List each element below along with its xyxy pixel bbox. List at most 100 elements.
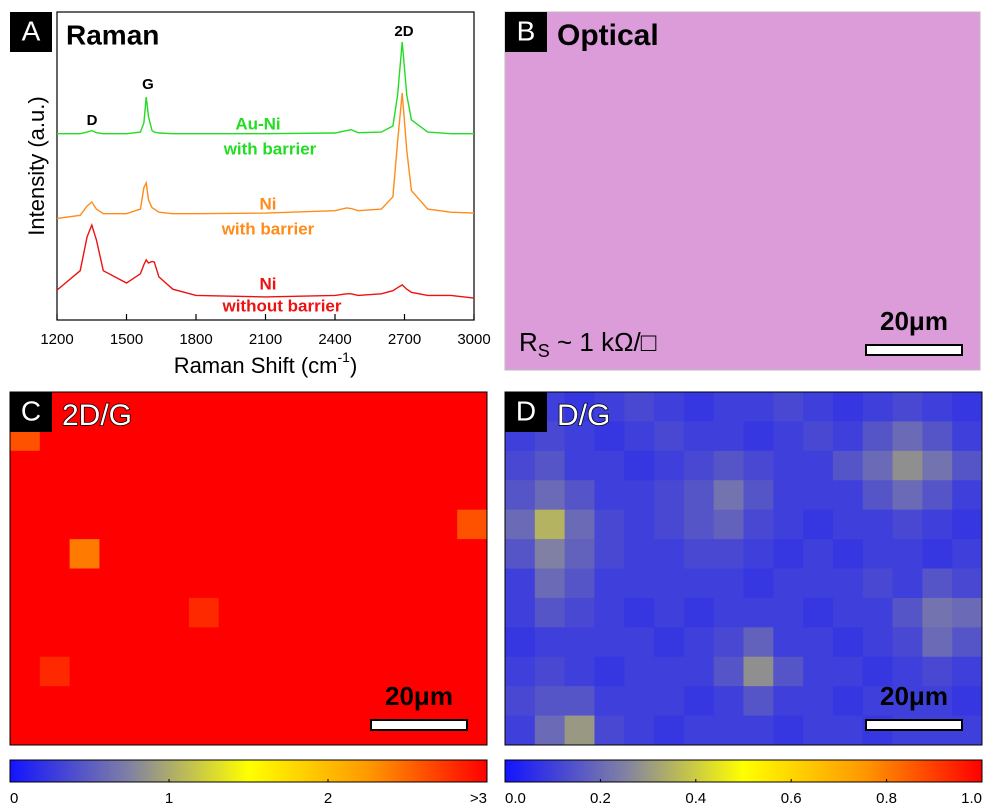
heatmap-cell (457, 451, 487, 481)
heatmap-cell (893, 451, 923, 481)
heatmap-cell (863, 627, 893, 657)
heatmap-cell (684, 392, 714, 422)
heatmap-cell (427, 392, 457, 422)
heatmap-cell (833, 421, 863, 451)
heatmap-cell (457, 627, 487, 657)
heatmap-cell (338, 569, 368, 599)
heatmap-cell (278, 627, 308, 657)
heatmap-cell (803, 539, 833, 569)
heatmap-cell (249, 510, 279, 540)
heatmap-cell (457, 421, 487, 451)
heatmap-cell (189, 510, 219, 540)
heatmap-cell (457, 392, 487, 422)
heatmap-cell (594, 598, 624, 628)
heatmap-cell (773, 657, 803, 687)
heatmap-cell (427, 451, 457, 481)
heatmap-cell (594, 451, 624, 481)
heatmap-cell (803, 421, 833, 451)
heatmap-cell (803, 716, 833, 746)
colorbar-tick-label: 2 (324, 790, 332, 807)
colorbar-tick-label: >3 (470, 790, 487, 807)
heatmap-cell (70, 569, 100, 599)
heatmap-cell (833, 686, 863, 716)
heatmap-cell (922, 569, 952, 599)
colorbar-tick-label: 0.0 (505, 790, 526, 807)
heatmap-cell (368, 421, 398, 451)
heatmap-cell (684, 421, 714, 451)
heatmap-cell (338, 598, 368, 628)
heatmap-cell (99, 686, 129, 716)
colorbar (10, 760, 487, 782)
heatmap-cell (505, 598, 535, 628)
heatmap-cell (952, 421, 982, 451)
heatmap-cell (893, 598, 923, 628)
heatmap-cell (398, 451, 428, 481)
colorbar-tick-label: 1.0 (961, 790, 982, 807)
heatmap-cell (863, 392, 893, 422)
heatmap-cell (129, 569, 159, 599)
heatmap-cell (565, 598, 595, 628)
heatmap-cell (744, 451, 774, 481)
heatmap-cell (338, 510, 368, 540)
x-tick-label: 2100 (249, 331, 282, 348)
heatmap-cell (308, 451, 338, 481)
heatmap-cell (654, 392, 684, 422)
peak-label: D (87, 112, 98, 129)
heatmap-cell (457, 510, 487, 540)
heatmap-cell (922, 392, 952, 422)
heatmap-cell (744, 421, 774, 451)
heatmap-cell (565, 451, 595, 481)
heatmap-cell (398, 510, 428, 540)
heatmap-cell (773, 716, 803, 746)
heatmap-cell (535, 510, 565, 540)
heatmap-cell (278, 686, 308, 716)
heatmap-cell (70, 716, 100, 746)
heatmap-cell (278, 569, 308, 599)
heatmap-cell (863, 451, 893, 481)
x-tick-label: 2400 (318, 331, 351, 348)
heatmap-cell (773, 569, 803, 599)
x-axis-label-rest: ) (350, 353, 357, 378)
heatmap-cell (505, 657, 535, 687)
heatmap-cell (684, 510, 714, 540)
heatmap-cell (219, 451, 249, 481)
heatmap-cell (70, 510, 100, 540)
heatmap-cell (714, 598, 744, 628)
heatmap-cell (159, 392, 189, 422)
heatmap-cell (833, 451, 863, 481)
heatmap-cell (189, 627, 219, 657)
heatmap-cell (219, 421, 249, 451)
heatmap-cell (505, 451, 535, 481)
heatmap-cell (159, 539, 189, 569)
heatmap-cell (457, 569, 487, 599)
heatmap-cell (833, 569, 863, 599)
heatmap-cell (714, 627, 744, 657)
heatmap-cell (744, 569, 774, 599)
heatmap-cell (278, 421, 308, 451)
heatmap-cell (457, 539, 487, 569)
heatmap-cell (684, 598, 714, 628)
heatmap-cell (624, 539, 654, 569)
heatmap-cell (863, 598, 893, 628)
heatmap-cell (129, 451, 159, 481)
heatmap-cell (744, 686, 774, 716)
heatmap-cell (654, 510, 684, 540)
heatmap-cell (922, 510, 952, 540)
heatmap-cell (427, 480, 457, 510)
heatmap-cell (565, 657, 595, 687)
heatmap-cell (427, 569, 457, 599)
heatmap-cell (863, 569, 893, 599)
heatmap-cell (505, 569, 535, 599)
heatmap-cell (308, 716, 338, 746)
panel-label: D (516, 395, 536, 426)
heatmap-cell (129, 627, 159, 657)
heatmap-cell (278, 510, 308, 540)
heatmap-cell (427, 510, 457, 540)
heatmap-cell (398, 569, 428, 599)
panel-label: A (22, 15, 41, 46)
heatmap-cell (773, 598, 803, 628)
figure: 1200150018002100240027003000Raman Shift … (0, 0, 988, 807)
heatmap-cell (714, 686, 744, 716)
heatmap-cell (159, 598, 189, 628)
heatmap-cell (535, 716, 565, 746)
